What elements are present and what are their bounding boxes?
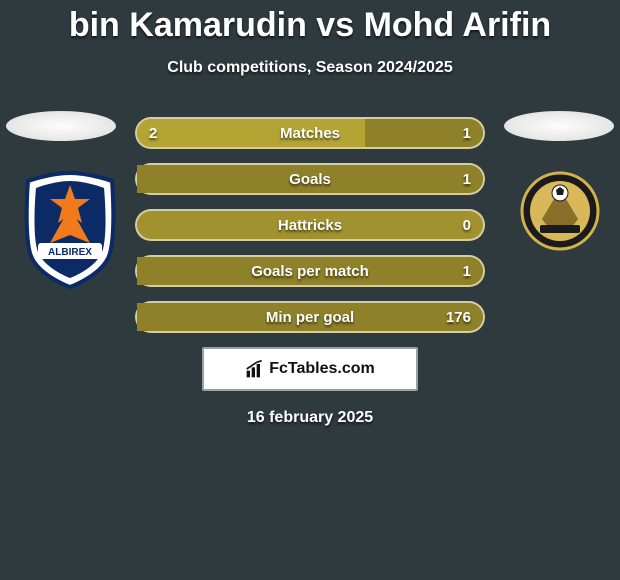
bars-icon bbox=[245, 359, 265, 379]
comparison-stage: ALBIREX 2 Matches 1 Goals 1 Hattricks 0 Goals p… bbox=[0, 117, 620, 427]
stat-row: 2 Matches 1 bbox=[135, 117, 485, 149]
date-label: 16 february 2025 bbox=[0, 409, 620, 427]
stat-value-left: 2 bbox=[149, 125, 157, 142]
brand-text: FcTables.com bbox=[269, 360, 375, 378]
stat-row: Goals 1 bbox=[135, 163, 485, 195]
club-crest-left: ALBIREX bbox=[20, 171, 120, 294]
stat-value-right: 1 bbox=[463, 125, 471, 142]
stat-value-right: 1 bbox=[463, 263, 471, 280]
stat-label: Matches bbox=[280, 125, 340, 142]
stat-row: Min per goal 176 bbox=[135, 301, 485, 333]
subtitle: Club competitions, Season 2024/2025 bbox=[0, 59, 620, 77]
page-title: bin Kamarudin vs Mohd Arifin bbox=[0, 0, 620, 45]
club-crest-right bbox=[520, 171, 600, 256]
stat-value-right: 1 bbox=[463, 171, 471, 188]
crest-left-text: ALBIREX bbox=[48, 247, 92, 258]
stat-rows: 2 Matches 1 Goals 1 Hattricks 0 Goals per match… bbox=[135, 117, 485, 333]
stat-label: Min per goal bbox=[266, 309, 354, 326]
stat-value-right: 0 bbox=[463, 217, 471, 234]
stat-value-right: 176 bbox=[446, 309, 471, 326]
brand-label: FcTables.com bbox=[245, 359, 375, 379]
player-right-avatar bbox=[504, 111, 614, 141]
player-left-avatar bbox=[6, 111, 116, 141]
stat-label: Goals per match bbox=[251, 263, 369, 280]
stat-label: Goals bbox=[289, 171, 331, 188]
stat-row: Goals per match 1 bbox=[135, 255, 485, 287]
brand-box[interactable]: FcTables.com bbox=[202, 347, 418, 391]
stat-row: Hattricks 0 bbox=[135, 209, 485, 241]
stat-label: Hattricks bbox=[278, 217, 342, 234]
